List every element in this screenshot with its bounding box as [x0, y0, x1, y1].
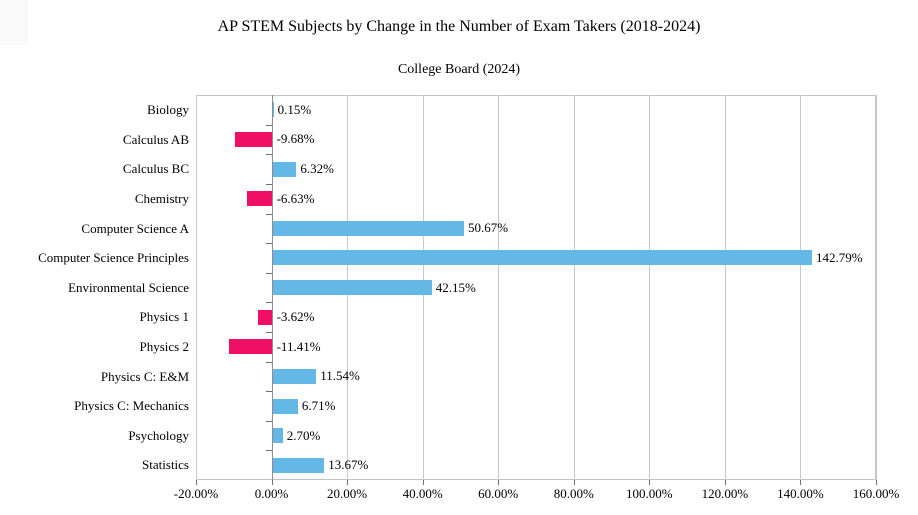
- bar: [257, 309, 272, 325]
- bar-value-label: 6.32%: [300, 161, 334, 176]
- category-label: Computer Science Principles: [38, 250, 189, 266]
- x-axis-tick: [724, 480, 726, 485]
- bar-value-label: -9.68%: [276, 131, 315, 147]
- category-axis-tick: [265, 213, 272, 215]
- gridline: [196, 95, 197, 480]
- bar: [272, 368, 317, 384]
- chart-title: AP STEM Subjects by Change in the Number…: [217, 18, 701, 35]
- category-label: Statistics: [142, 457, 189, 473]
- bar: [272, 428, 283, 444]
- x-axis-tick: [498, 480, 500, 485]
- x-axis-tick: [800, 480, 802, 485]
- bar-value-label: 13.67%: [328, 457, 369, 473]
- category-label: Psychology: [128, 427, 189, 443]
- bar-value-label: -3.62%: [276, 309, 315, 325]
- x-axis-tick: [271, 480, 273, 485]
- bar-value-label: 50.67%: [468, 220, 509, 236]
- bar: [272, 398, 298, 414]
- category-axis-tick: [265, 391, 272, 393]
- x-tick-label: 160.00%: [852, 486, 900, 501]
- category-axis-tick: [265, 331, 272, 333]
- category-label: Physics C: Mechanics: [74, 398, 189, 414]
- x-tick-label: -20.00%: [173, 486, 219, 501]
- x-axis-tick: [649, 480, 651, 485]
- bar-value-label: -11.41%: [276, 338, 321, 354]
- category-axis-tick: [265, 272, 272, 274]
- bar: [272, 457, 325, 473]
- bar-value-label: 6.71%: [301, 398, 336, 413]
- gridline: [724, 95, 726, 480]
- bar: [272, 250, 812, 266]
- x-tick-label: 60.00%: [478, 486, 519, 501]
- category-label: Physics 2: [139, 338, 189, 354]
- bar-value-label: 11.54%: [320, 368, 360, 384]
- bar: [272, 161, 297, 177]
- x-axis-tick: [876, 480, 877, 485]
- chart-subtitle: College Board (2024): [397, 62, 521, 77]
- gridline: [800, 95, 802, 480]
- x-tick-label: 80.00%: [553, 486, 594, 501]
- bar-value-label: 142.79%: [816, 249, 863, 265]
- category-label: Computer Science A: [81, 220, 189, 236]
- category-label: Physics C: E&M: [100, 368, 189, 384]
- x-tick-label: 20.00%: [327, 486, 368, 501]
- bar: [235, 131, 272, 147]
- x-axis-tick: [347, 480, 349, 485]
- category-label: Biology: [147, 102, 189, 117]
- gridline: [498, 95, 500, 480]
- x-tick-label: 120.00%: [701, 486, 749, 501]
- x-axis-tick: [573, 480, 575, 485]
- category-axis-tick: [265, 302, 272, 304]
- x-tick-label: 100.00%: [626, 486, 673, 501]
- category-axis-tick: [265, 420, 272, 422]
- bar: [272, 280, 432, 295]
- x-tick-label: 0.00%: [254, 486, 289, 501]
- bar-value-label: -6.63%: [276, 190, 315, 206]
- x-axis-tick: [196, 480, 197, 485]
- bar: [228, 339, 272, 355]
- x-tick-label: 140.00%: [777, 486, 824, 501]
- bar-value-label: 0.15%: [277, 101, 312, 117]
- category-axis-tick: [265, 124, 272, 126]
- gridline: [573, 95, 575, 480]
- bar-value-label: 42.15%: [435, 279, 476, 295]
- category-label: Physics 1: [139, 309, 189, 325]
- bar: [246, 191, 272, 207]
- gridline: [876, 95, 877, 480]
- category-axis-tick: [265, 361, 272, 363]
- category-label: Calculus BC: [122, 161, 189, 177]
- bar-value-label: 2.70%: [286, 427, 321, 443]
- category-label: Chemistry: [134, 190, 189, 206]
- category-label: Calculus AB: [122, 131, 189, 147]
- bar: [272, 102, 274, 118]
- category-axis-tick: [265, 154, 272, 156]
- category-label: Environmental Science: [68, 279, 189, 295]
- x-tick-label: 40.00%: [402, 486, 443, 501]
- category-axis-tick: [265, 243, 272, 245]
- category-axis-tick: [265, 183, 272, 185]
- x-axis-tick: [422, 480, 424, 485]
- gridline: [649, 95, 651, 480]
- category-axis-tick: [265, 450, 272, 452]
- zero-axis-line: [271, 95, 273, 480]
- bar: [272, 220, 464, 236]
- window-edge-artifact: [0, 0, 28, 45]
